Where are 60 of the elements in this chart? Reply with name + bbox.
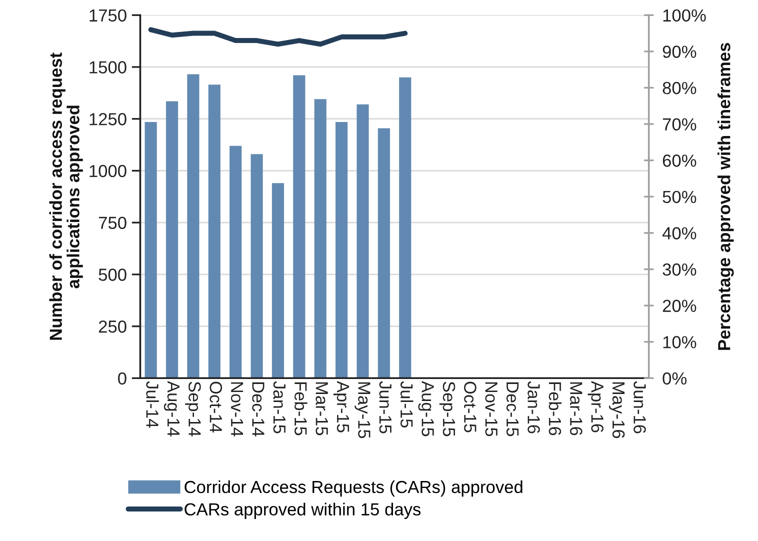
y-tick-label: 1500	[90, 61, 126, 74]
x-tick-label: Jun-15	[379, 381, 392, 434]
y2-tick-label: 90%	[662, 46, 696, 58]
x-tick-label: Jan-15	[273, 381, 286, 434]
x-tick-label: May-15	[354, 382, 370, 438]
y-tick-label: 1750	[90, 9, 126, 22]
y2-tick-label: 50%	[662, 190, 696, 204]
legend-label: Corridor Access Requests (CARs) approved	[184, 480, 522, 497]
x-tick-label: Nov-15	[485, 382, 498, 436]
y2-tick-label: 60%	[662, 154, 696, 167]
x-tick-label: Oct-14	[210, 382, 222, 433]
bar	[378, 128, 390, 378]
bar	[399, 77, 412, 378]
bar	[166, 101, 178, 378]
bar	[356, 104, 369, 378]
x-tick-label: Mar-16	[570, 382, 582, 436]
bar	[144, 122, 157, 378]
bar	[336, 122, 348, 378]
x-tick-label: Sep-15	[439, 382, 456, 436]
y2-tick-label: 0%	[662, 372, 687, 385]
y2-tick-label: 100%	[663, 9, 706, 22]
y-tick-label: 500	[98, 268, 126, 281]
x-tick-label: Aug-14	[164, 380, 180, 436]
x-tick-label: Jul-15	[400, 381, 414, 428]
bar	[314, 99, 326, 378]
x-tick-label: Jan-16	[528, 381, 540, 434]
y2-tick-label: 20%	[662, 300, 696, 312]
x-tick-label: Mar-15	[316, 382, 328, 436]
y-axis-title: Number of corridor access request applications approved	[49, 52, 83, 340]
y-tick-label: 250	[98, 320, 126, 333]
y2-tick-label: 70%	[662, 118, 696, 131]
y2-tick-label: 10%	[663, 336, 696, 348]
bar	[208, 84, 220, 378]
x-tick-label: Aug-15	[418, 380, 434, 436]
bar	[187, 74, 200, 378]
bar	[250, 154, 263, 378]
y2-tick-label: 80%	[662, 82, 696, 94]
y2-axis-title: Percentage approved with tineframes	[718, 42, 734, 350]
x-tick-label: Nov-14	[230, 382, 244, 436]
x-tick-label: Sep-14	[185, 382, 201, 436]
bar	[272, 183, 284, 378]
y-tick-label: 1000	[90, 164, 126, 178]
x-tick-label: Dec-15	[506, 382, 519, 436]
bar	[293, 75, 306, 378]
x-tick-label: Jul-14	[146, 381, 159, 428]
x-tick-label: Feb-16	[548, 382, 562, 436]
x-tick-label: Dec-14	[252, 382, 264, 436]
y-tick-label: 750	[98, 216, 126, 230]
legend-label: CARs approved within 15 days	[184, 502, 421, 519]
x-tick-label: Jun-16	[634, 381, 646, 434]
y2-tick-label: 40%	[662, 227, 696, 240]
bar	[230, 146, 242, 378]
x-tick-label: Oct-15	[464, 382, 476, 432]
x-tick-label: Apr-15	[333, 380, 350, 432]
y2-tick-label: 30%	[662, 263, 696, 276]
x-tick-label: Feb-15	[294, 382, 308, 436]
y-tick-label: 0	[118, 372, 126, 385]
y-tick-label: 1250	[90, 113, 126, 126]
x-tick-label: May-16	[608, 382, 625, 438]
x-tick-label: Apr-16	[588, 380, 604, 432]
